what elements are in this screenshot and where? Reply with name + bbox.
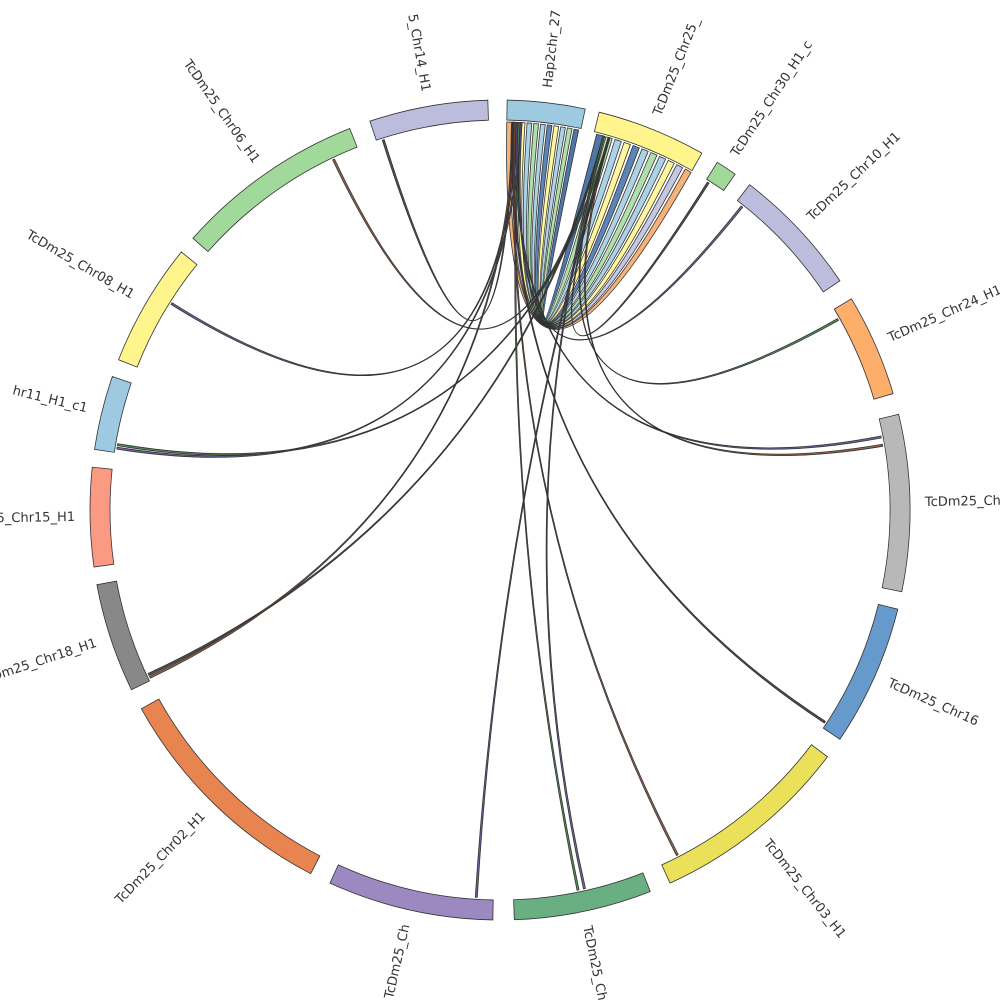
sector-chrGray [878,413,911,593]
sectors-layer [89,99,911,921]
sector-chr18 [96,580,151,691]
label-chr25: TcDm25_Chr25_ [650,15,703,119]
label-chrGray: TcDm25_Chr [924,494,1000,510]
label-hap27: Hap2chr_27 [541,9,565,88]
thin-link-0 [381,121,515,322]
ribbon-6 [534,124,640,324]
thin-link-5 [147,135,606,676]
ribbon-3 [522,122,667,327]
sector-chr06 [192,128,358,253]
thin-link-9 [545,135,606,890]
thin-link-11 [584,136,884,456]
ribbon-4 [527,123,658,326]
label-chr24: TcDm25_Chr24_H1_ [885,280,1000,346]
labels-layer: Hap2chr_27 TcDm25_Chr25_ TcDm25_Chr30_H1_c… [0,9,1000,1000]
sector-chr21 [513,872,651,921]
label-chr02: TcDm25_Chr02_H1 [112,809,209,908]
sector-chr16 [822,603,899,740]
label-chr30: TcDm25_Chr30_H1_c [728,38,816,161]
sector-chr11 [94,376,132,453]
label-chr08: TcDm25_Chr08_H1 [23,227,137,302]
label-chrPurple: TcDm25_Ch [382,923,414,1000]
thin-link-15 [570,136,710,337]
ribbon-5 [531,123,649,325]
label-chr14: 5_Chr14_H1 [404,13,433,93]
sector-chrPurple [329,864,494,921]
label-chr03: TcDm25_Chr03_H1 [760,836,849,942]
sector-chr14 [369,99,489,141]
thin-link-2 [170,121,519,377]
sector-chr24 [833,298,894,400]
sector-hap27 [506,99,586,129]
sector-chr15 [89,466,115,568]
label-chr11: hr11_H1_c1 [11,383,89,416]
thin-link-10 [511,121,826,724]
sector-chr30 [706,161,736,192]
sector-chr10 [736,184,841,293]
label-chr16: TcDm25_Chr16 [884,676,980,730]
sector-chr25 [593,111,703,172]
ribbon-8 [540,126,622,323]
thin-link-12 [515,121,882,450]
label-chr21: TcDm25_Chr21_ [579,924,615,1000]
sector-chr03 [661,744,829,884]
thin-link-14 [518,122,744,341]
sector-chr08 [118,251,198,368]
ribbon-2 [517,122,675,328]
label-chr06: TcDm25_Chr06_H1 [179,57,262,167]
label-chr18: TcDm25_Chr18_H1 [0,636,99,689]
links-layer [116,121,884,898]
label-chr15: 25_Chr15_H1 [0,510,75,527]
thin-link-16 [512,121,679,857]
label-chr10: TcDm25_Chr10_H1 [804,129,904,224]
sector-chr02 [140,698,321,875]
thin-link-6 [148,121,517,679]
thin-link-4 [116,122,523,458]
